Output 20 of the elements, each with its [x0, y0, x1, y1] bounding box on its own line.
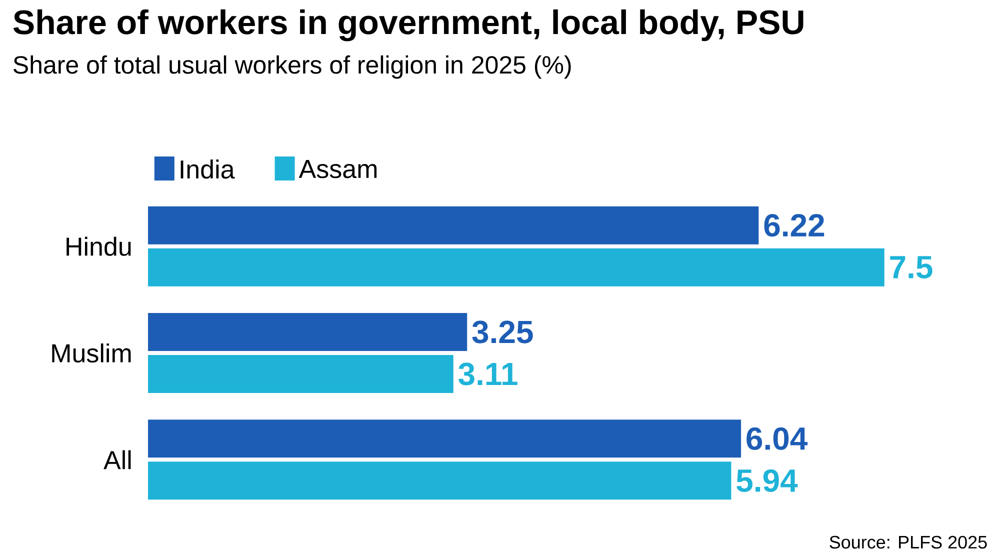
source-note: Source: PLFS 2025 [830, 536, 987, 549]
data-label: 5.94 [736, 469, 798, 492]
y-tick-label: All [104, 450, 131, 470]
y-tick-label: Muslim [52, 343, 131, 363]
legend-label: India [180, 160, 235, 179]
bar [148, 355, 454, 394]
data-label: 7.5 [890, 256, 932, 279]
data-label: 6.22 [764, 214, 824, 237]
legend-label: Assam [298, 160, 377, 178]
bar [148, 206, 759, 244]
bar [148, 313, 468, 352]
y-tick-label: Hindu [66, 236, 131, 256]
data-label: 3.11 [458, 362, 518, 386]
chart-subtitle: Share of total usual workers of religion in 2025 (%) [14, 55, 571, 79]
bar [148, 462, 732, 500]
bar [148, 248, 884, 286]
data-label: 6.04 [746, 427, 808, 450]
data-label: 3.25 [472, 320, 533, 344]
chart-title: Share of workers in government, local body, PSU [13, 9, 804, 42]
bar [148, 420, 742, 458]
